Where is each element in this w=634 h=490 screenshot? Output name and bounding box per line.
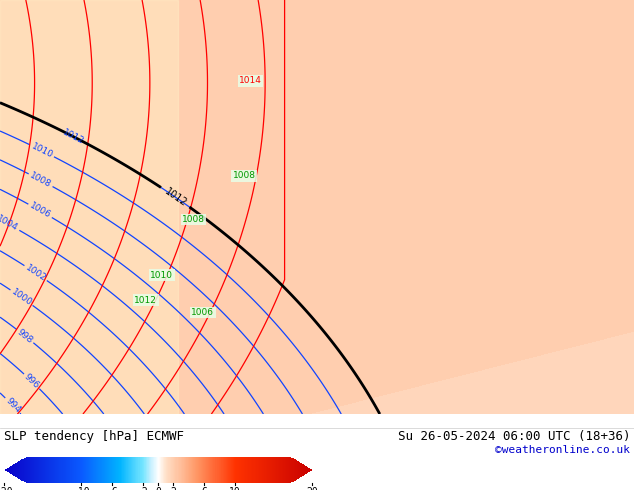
Text: 10: 10 — [229, 487, 241, 490]
Text: 1010: 1010 — [150, 271, 173, 280]
Text: 1000: 1000 — [10, 287, 34, 308]
Text: 996: 996 — [22, 372, 41, 391]
Text: 1004: 1004 — [0, 214, 20, 233]
Text: 1014: 1014 — [239, 76, 262, 85]
Text: 1010: 1010 — [30, 142, 55, 160]
Text: ©weatheronline.co.uk: ©weatheronline.co.uk — [495, 445, 630, 455]
Text: -10: -10 — [72, 487, 90, 490]
Text: -6: -6 — [106, 487, 118, 490]
Text: 1006: 1006 — [191, 308, 214, 317]
Text: SLP tendency [hPa] ECMWF: SLP tendency [hPa] ECMWF — [4, 430, 184, 443]
Text: 2: 2 — [171, 487, 176, 490]
Text: 20: 20 — [306, 487, 318, 490]
Text: -2: -2 — [137, 487, 148, 490]
Text: Su 26-05-2024 06:00 UTC (18+36): Su 26-05-2024 06:00 UTC (18+36) — [398, 430, 630, 443]
Text: 1012: 1012 — [162, 186, 188, 208]
Text: 1008: 1008 — [233, 172, 256, 180]
Text: -20: -20 — [0, 487, 13, 490]
Text: 6: 6 — [201, 487, 207, 490]
Text: 1002: 1002 — [23, 263, 48, 283]
Text: 0: 0 — [155, 487, 161, 490]
Text: 998: 998 — [16, 327, 35, 345]
Text: 994: 994 — [4, 396, 22, 415]
Text: 1008: 1008 — [29, 171, 53, 190]
Text: 1012: 1012 — [61, 127, 86, 146]
Text: 1008: 1008 — [182, 215, 205, 224]
Text: 1006: 1006 — [28, 201, 53, 220]
Bar — [0, 0, 178, 414]
Text: 1012: 1012 — [134, 295, 157, 305]
